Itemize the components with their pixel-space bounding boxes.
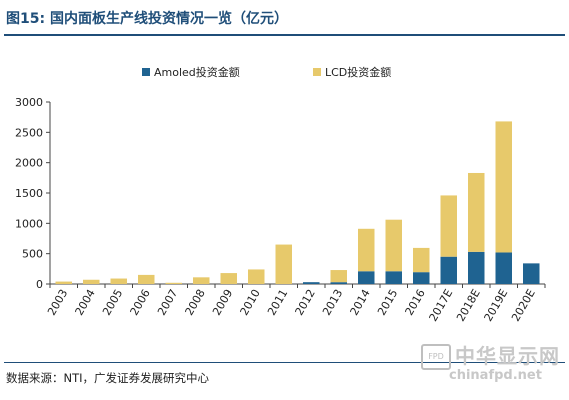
watermark-url: chinafpd.net <box>449 368 542 383</box>
bar-lcd <box>165 282 182 284</box>
bar-amoled <box>495 252 512 284</box>
title-bar: 图15: 国内面板生产线投资情况一览（亿元） <box>0 0 569 36</box>
x-tick-label: 2013 <box>320 287 345 318</box>
x-tick-label: 2020E <box>509 287 538 324</box>
bar-lcd <box>138 274 155 284</box>
axes: 0 500 1000 1500 2000 2500 3000 <box>15 96 545 291</box>
watermark: FPD 中华显示网 chinafpd.net <box>411 340 561 392</box>
bar-lcd <box>330 270 347 283</box>
y-tick-label: 2500 <box>15 126 43 139</box>
x-tick-label: 2008 <box>183 287 208 318</box>
bar-lcd <box>193 277 210 284</box>
bar-lcd <box>413 247 430 273</box>
bar-amoled <box>385 271 402 284</box>
x-axis-labels: 2003 2004 2005 2006 2007 2008 2009 2010 2011 2012… <box>45 284 546 324</box>
x-tick-label: 2019E <box>482 287 511 324</box>
x-tick-label: 2010 <box>238 287 263 318</box>
bar-amoled <box>303 282 320 284</box>
bar-lcd <box>468 172 485 252</box>
watermark-brand: 中华显示网 <box>455 344 560 368</box>
y-tick-label: 1000 <box>15 217 43 230</box>
bar-lcd <box>248 269 265 284</box>
bar-lcd <box>385 219 402 272</box>
x-tick-label: 2005 <box>100 287 125 318</box>
x-tick-label: 2011 <box>265 287 290 318</box>
x-tick-label: 2017E <box>427 287 456 324</box>
bars <box>55 121 540 284</box>
bar-amoled <box>330 282 347 284</box>
x-tick-label: 2003 <box>45 287 70 318</box>
bar-lcd <box>440 195 457 257</box>
legend-swatch-amoled <box>142 68 150 76</box>
y-tick-label: 3000 <box>15 96 43 109</box>
y-tick-label: 1500 <box>15 187 43 200</box>
y-tick-label: 0 <box>36 278 43 291</box>
y-tick-label: 500 <box>22 248 43 261</box>
bar-amoled <box>523 263 540 284</box>
x-tick-label: 2006 <box>128 287 153 318</box>
x-tick-label: 2018E <box>454 287 483 324</box>
bar-lcd <box>220 273 237 284</box>
x-tick-label: 2014 <box>348 287 373 318</box>
bar-amoled <box>440 256 457 284</box>
bar-lcd <box>83 279 100 284</box>
bar-lcd <box>358 228 375 272</box>
bar-amoled <box>468 251 485 284</box>
x-tick-label: 2015 <box>375 287 400 318</box>
x-tick-label: 2009 <box>210 287 235 318</box>
stacked-bar-chart: Amoled投资金额 LCD投资金额 0 500 1000 1500 2000 2500 30… <box>15 65 546 324</box>
bar-amoled <box>413 272 430 284</box>
source-note: 数据来源：NTI，广发证券发展研究中心 <box>6 371 210 385</box>
bar-lcd <box>275 244 292 284</box>
legend-label-amoled: Amoled投资金额 <box>154 65 240 79</box>
legend: Amoled投资金额 LCD投资金额 <box>142 65 391 79</box>
x-tick-label: 2016 <box>403 287 428 318</box>
legend-label-lcd: LCD投资金额 <box>325 65 391 79</box>
bar-lcd <box>110 278 127 284</box>
title-divider <box>4 34 565 36</box>
bar-amoled <box>358 271 375 284</box>
y-tick-label: 2000 <box>15 157 43 170</box>
x-tick-label: 2012 <box>293 287 318 318</box>
legend-swatch-lcd <box>313 68 321 76</box>
bottom-divider <box>4 362 565 363</box>
bar-lcd <box>55 281 72 284</box>
figure-title: 图15: 国内面板生产线投资情况一览（亿元） <box>6 11 288 27</box>
bar-lcd <box>495 121 512 253</box>
x-tick-label: 2007 <box>155 287 180 318</box>
watermark-badge: FPD <box>421 344 451 370</box>
x-tick-label: 2004 <box>73 287 98 318</box>
